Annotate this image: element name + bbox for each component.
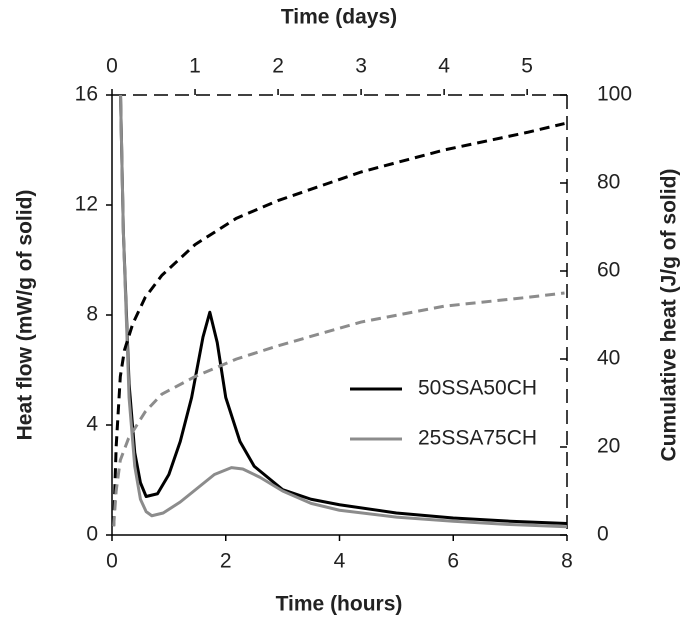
legend-label: 50SSA50CH: [418, 377, 537, 400]
y2-tick-label: 20: [597, 435, 620, 458]
heat-flow-line: [119, 94, 568, 525]
x-axis-title: Time (hours): [276, 593, 403, 616]
y-axis-title: Heat flow (mW/g of solid): [14, 190, 37, 441]
y-tick-label: 12: [75, 193, 98, 216]
x2-tick-label: 4: [438, 55, 450, 78]
y2-tick-label: 100: [597, 83, 632, 106]
x-tick-label: 0: [106, 550, 118, 573]
x2-tick-label: 0: [106, 55, 118, 78]
heat-flow-line: [119, 94, 568, 529]
cumulative-line: [112, 122, 565, 527]
x-tick-label: 6: [447, 550, 459, 573]
y2-tick-label: 40: [597, 347, 620, 370]
x-tick-label: 8: [561, 550, 573, 573]
y-tick-label: 16: [75, 83, 98, 106]
x-tick-label: 2: [220, 550, 232, 573]
x2-tick-label: 5: [521, 55, 533, 78]
y2-tick-label: 80: [597, 171, 620, 194]
x2-tick-label: 1: [189, 55, 201, 78]
x2-axis-title: Time (days): [281, 6, 397, 29]
y2-tick-label: 0: [597, 523, 609, 546]
legend-label: 25SSA75CH: [418, 427, 537, 450]
x2-tick-label: 3: [355, 55, 367, 78]
cumulative-line: [112, 291, 565, 527]
y-tick-label: 4: [86, 413, 98, 436]
y-tick-label: 0: [86, 523, 98, 546]
x-tick-label: 4: [334, 550, 346, 573]
x2-tick-label: 2: [272, 55, 284, 78]
y-tick-label: 8: [86, 303, 98, 326]
y2-axis-title: Cumulative heat (J/g of solid): [658, 169, 681, 462]
y2-tick-label: 60: [597, 259, 620, 282]
